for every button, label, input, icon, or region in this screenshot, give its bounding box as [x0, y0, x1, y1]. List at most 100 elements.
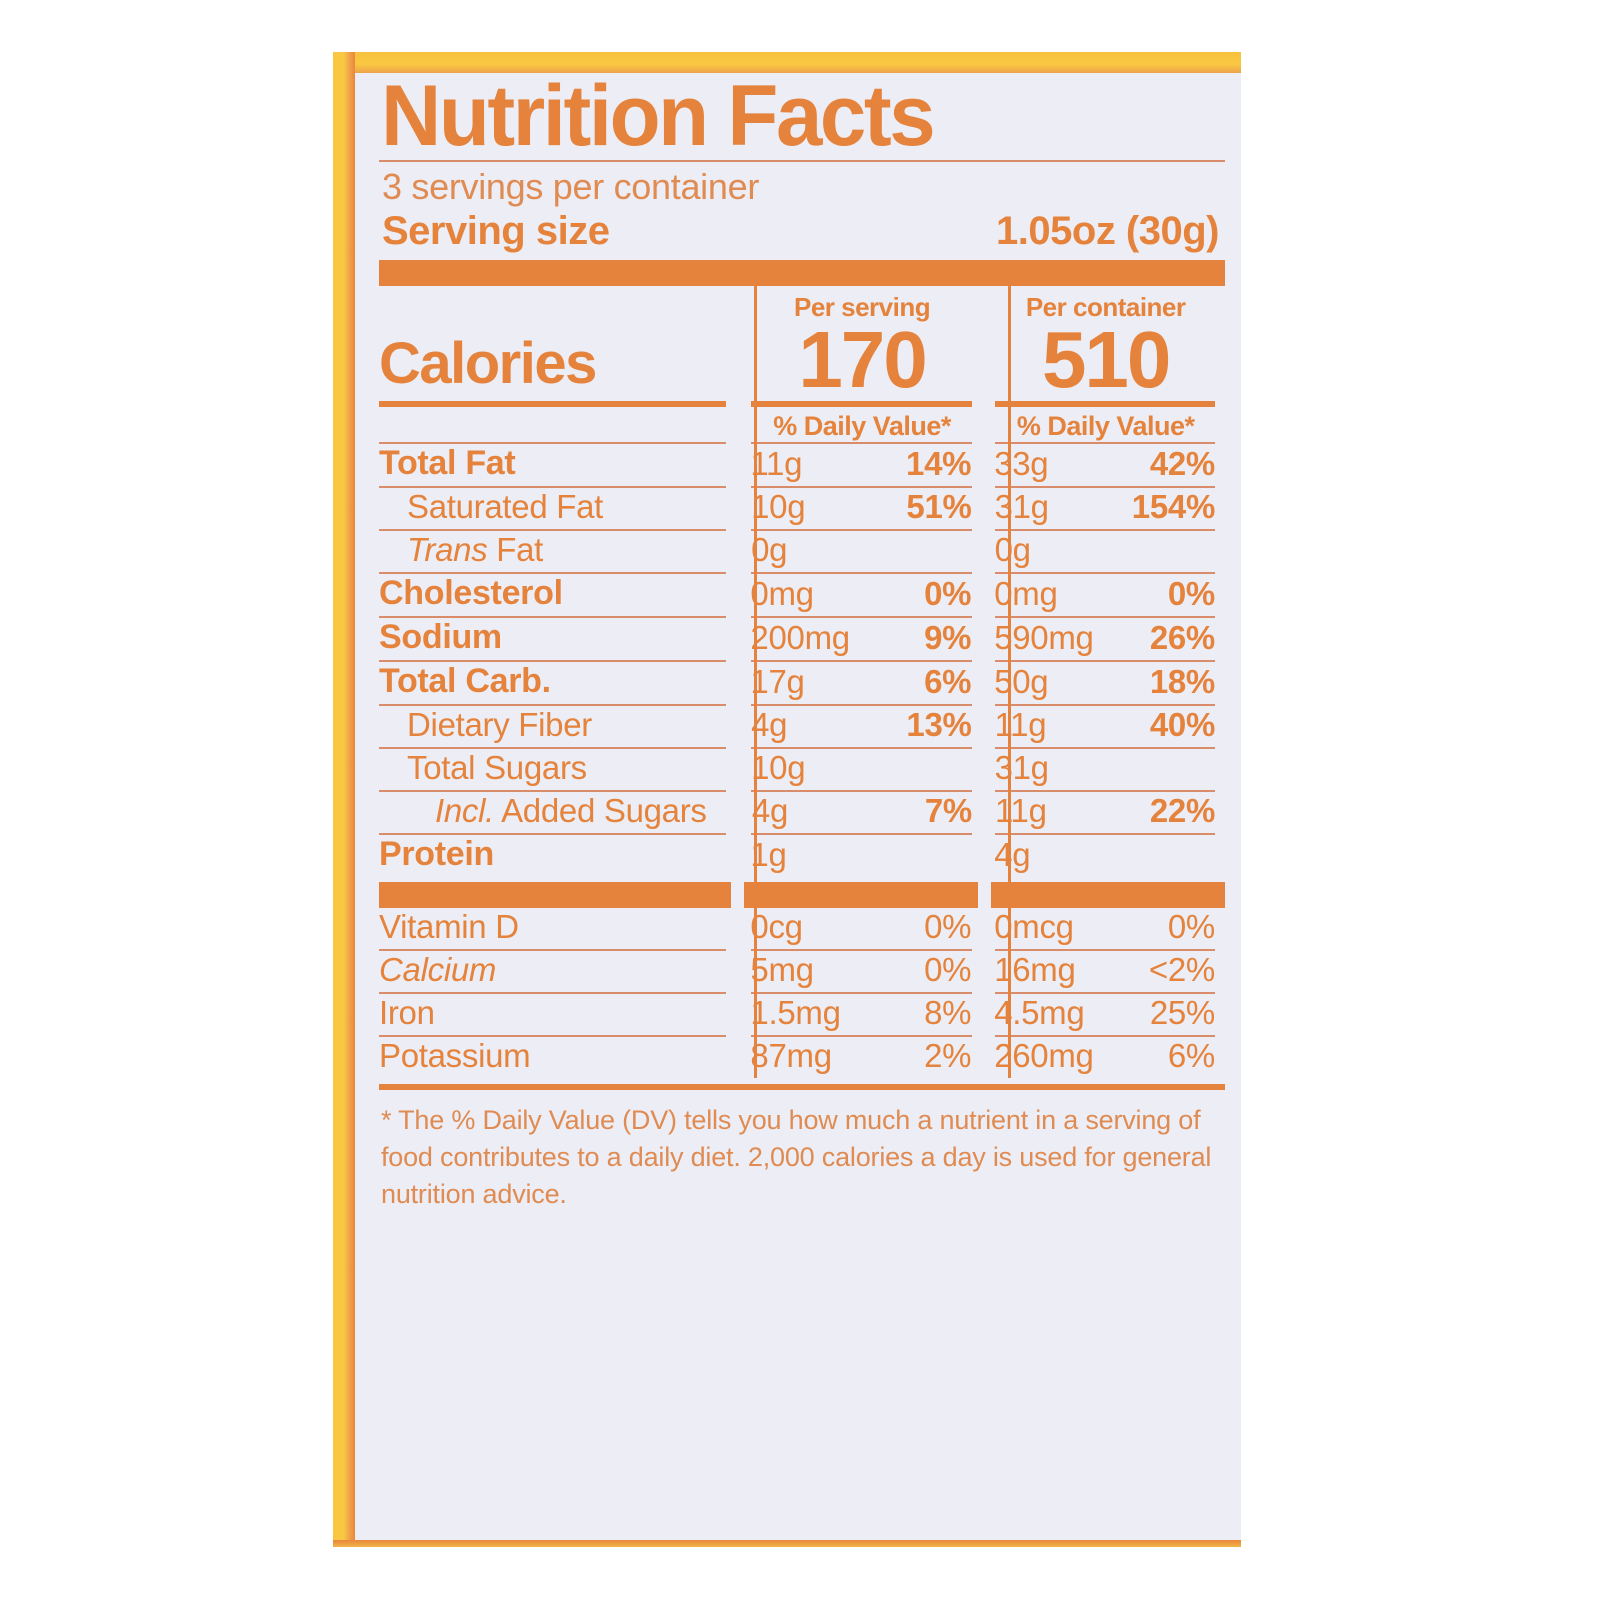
nutrient-per-container-cell: 4g [981, 836, 1225, 877]
nutrient-daily-value: <2% [1148, 950, 1215, 988]
column-header-per-serving: Per serving [793, 292, 931, 323]
nutrition-panel: Nutrition Facts 3 servings per container… [355, 73, 1241, 1540]
calories-per-container-cell: 510 [981, 315, 1225, 405]
daily-value-header-row: % Daily Value* % Daily Value* [379, 407, 1225, 442]
nutrient-amount: 11g [994, 705, 1047, 743]
nutrient-amount: 0g [751, 530, 788, 568]
nutrient-row-separator [379, 746, 1225, 749]
nutrient-row: Sodium 200mg 9% 590mg 26% [379, 618, 1225, 660]
nutrient-name-text: Potassium [379, 1036, 531, 1074]
nutrient-row-separator [379, 703, 1225, 706]
nutrient-name: Cholesterol [379, 574, 737, 616]
nutrient-per-serving-cell: 1.5mg 8% [737, 994, 981, 1035]
protein-divider-bar [379, 881, 1226, 908]
calories-label-cell: Calories [379, 330, 738, 397]
nutrient-row: Total Carb. 17g 6% 50g 18% [379, 662, 1225, 704]
nutrient-daily-value: 2% [924, 1036, 972, 1074]
micronutrient-row-separator [379, 1034, 1225, 1037]
label-left-edge-band [333, 52, 355, 1547]
calories-underline-right [994, 400, 1215, 407]
nutrient-daily-value: 14% [906, 444, 972, 482]
nutrient-amount: 10g [751, 748, 806, 786]
nutrient-daily-value: 42% [1149, 444, 1215, 482]
nutrient-amount: 33g [994, 444, 1049, 482]
nutrient-name: Total Fat [379, 444, 737, 486]
nutrient-name-italic-part: Trans [407, 530, 488, 568]
nutrient-per-serving-cell: 5mg 0% [737, 951, 981, 992]
nutrient-amount: 0g [994, 530, 1031, 568]
nutrient-per-serving-cell: 0mg 0% [737, 575, 981, 616]
nutrient-amount: 87mg [750, 1036, 832, 1074]
nutrient-name-italic-part: Incl. [435, 791, 495, 829]
nutrient-daily-value: 26% [1149, 618, 1215, 656]
dv-header-per-container: % Daily Value* [1016, 410, 1195, 441]
nutrient-amount: 1.5mg [750, 993, 841, 1031]
nutrient-name: Calcium [379, 951, 737, 992]
nutrient-name-text: Total Carb. [379, 661, 551, 700]
nutrient-name-text: Iron [379, 993, 435, 1031]
nutrient-daily-value: 6% [924, 662, 972, 700]
nutrient-per-container-cell: 0g [982, 531, 1225, 572]
nutrient-daily-value: 22% [1149, 791, 1216, 829]
nutrient-name: Total Sugars [379, 749, 738, 790]
nutrient-daily-value: 154% [1131, 487, 1216, 525]
nutrient-amount: 0cg [750, 907, 803, 945]
nutrient-amount: 16mg [994, 950, 1076, 988]
nutrient-amount: 4g [751, 705, 788, 743]
calories-underline-mid [751, 400, 972, 407]
nutrient-row: Iron 1.5mg 8% 4.5mg 25% [379, 994, 1225, 1035]
nutrient-daily-value: 8% [924, 993, 972, 1031]
micronutrient-row-separator [379, 991, 1225, 994]
dv-header-per-container-cell: % Daily Value* [981, 407, 1225, 442]
nutrient-name-text: Calcium [379, 950, 497, 988]
nutrient-row: Potassium 87mg 2% 260mg 6% [379, 1037, 1225, 1078]
nutrition-facts-label: Nutrition Facts 3 servings per container… [333, 52, 1241, 1547]
nutrient-per-container-cell: 33g 42% [981, 445, 1225, 486]
nutrient-amount: 0mcg [994, 907, 1074, 945]
protein-bar-segment-right [990, 881, 1226, 908]
calories-per-container-value: 510 [1041, 315, 1171, 405]
nutrient-name: Vitamin D [379, 908, 737, 949]
protein-bar-segment-mid [743, 881, 979, 908]
nutrient-row: Protein 1g 4g [379, 835, 1225, 877]
nutrient-row-separator [379, 832, 1225, 835]
nutrient-row-separator [379, 571, 1225, 574]
nutrient-per-container-cell: 31g [982, 749, 1225, 790]
nutrient-name: Incl. Added Sugars [379, 792, 739, 833]
nutrient-per-serving-cell: 0g [738, 531, 981, 572]
nutrient-name: Total Carb. [379, 662, 737, 704]
title-underline [379, 160, 1225, 163]
nutrient-amount: 31g [994, 748, 1049, 786]
column-header-row: Per serving Per container [379, 286, 1225, 323]
micronutrient-row-separator [379, 948, 1225, 951]
nutrient-row: Total Fat 11g 14% 33g 42% [379, 444, 1225, 486]
nutrient-amount: 4g [994, 835, 1031, 873]
nutrient-per-container-cell: 0mcg 0% [981, 908, 1225, 949]
nutrient-per-serving-cell: 10g [738, 749, 981, 790]
nutrient-per-container-cell: 4.5mg 25% [981, 994, 1225, 1035]
nutrient-row: Trans Fat 0g 0g [379, 531, 1225, 572]
nutrient-daily-value: 18% [1149, 662, 1215, 700]
nutrient-amount: 200mg [750, 618, 850, 656]
nutrient-row: Vitamin D 0cg 0% 0mcg 0% [379, 908, 1225, 949]
nutrient-row: Dietary Fiber 4g 13% 11g 40% [379, 706, 1225, 747]
nutrient-per-serving-cell: 4g 13% [738, 706, 981, 747]
nutrient-daily-value: 51% [906, 487, 972, 525]
calories-label: Calories [379, 330, 597, 396]
label-top-edge-band [333, 52, 1241, 73]
nutrient-amount: 0mg [994, 574, 1058, 612]
nutrition-grid: Per serving Per container Calories 170 5… [379, 286, 1226, 1078]
nutrient-name: Protein [379, 835, 737, 877]
serving-size-value: 1.05oz (30g) [996, 209, 1219, 254]
footnote-divider [379, 1083, 1225, 1090]
nutrient-per-serving-cell: 200mg 9% [737, 619, 981, 660]
nutrient-per-container-cell: 260mg 6% [981, 1037, 1225, 1078]
nutrient-per-container-cell: 50g 18% [981, 663, 1225, 704]
protein-bar-segment-left [379, 881, 732, 908]
serving-size-row: Serving size 1.05oz (30g) [382, 209, 1225, 254]
nutrient-name: Sodium [379, 618, 737, 660]
dv-header-per-serving-cell: % Daily Value* [738, 407, 982, 442]
nutrient-name: Saturated Fat [379, 488, 738, 529]
serving-size-divider-bar [379, 260, 1225, 287]
nutrient-amount: 50g [994, 662, 1049, 700]
